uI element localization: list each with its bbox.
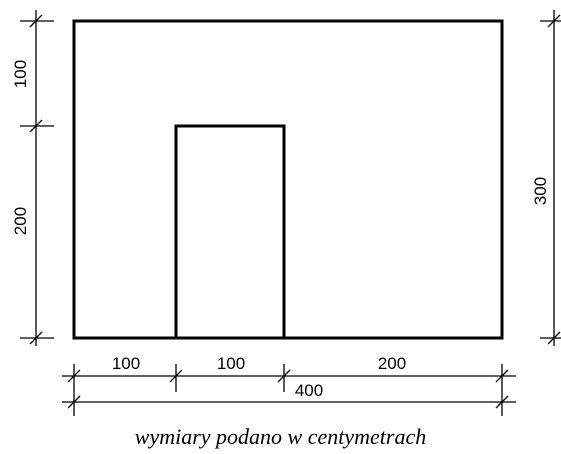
dim-bottom-segment-2: 100 (217, 354, 245, 373)
bottom-segment-dimension-line (62, 364, 516, 392)
bottom-total-dimension-line (62, 392, 516, 416)
dim-bottom-total: 400 (295, 381, 323, 400)
dim-left-top: 100 (11, 60, 30, 88)
right-dimension-line (540, 10, 561, 346)
dim-right-total: 300 (531, 177, 550, 205)
wall-outline (72, 19, 504, 340)
units-caption: wymiary podano w centymetrach (134, 424, 427, 449)
dim-left-bottom: 200 (11, 207, 30, 235)
dim-bottom-segment-3: 200 (378, 354, 406, 373)
dim-bottom-segment-1: 100 (112, 354, 140, 373)
door-opening (174, 124, 286, 340)
left-dimension-line (20, 10, 54, 346)
